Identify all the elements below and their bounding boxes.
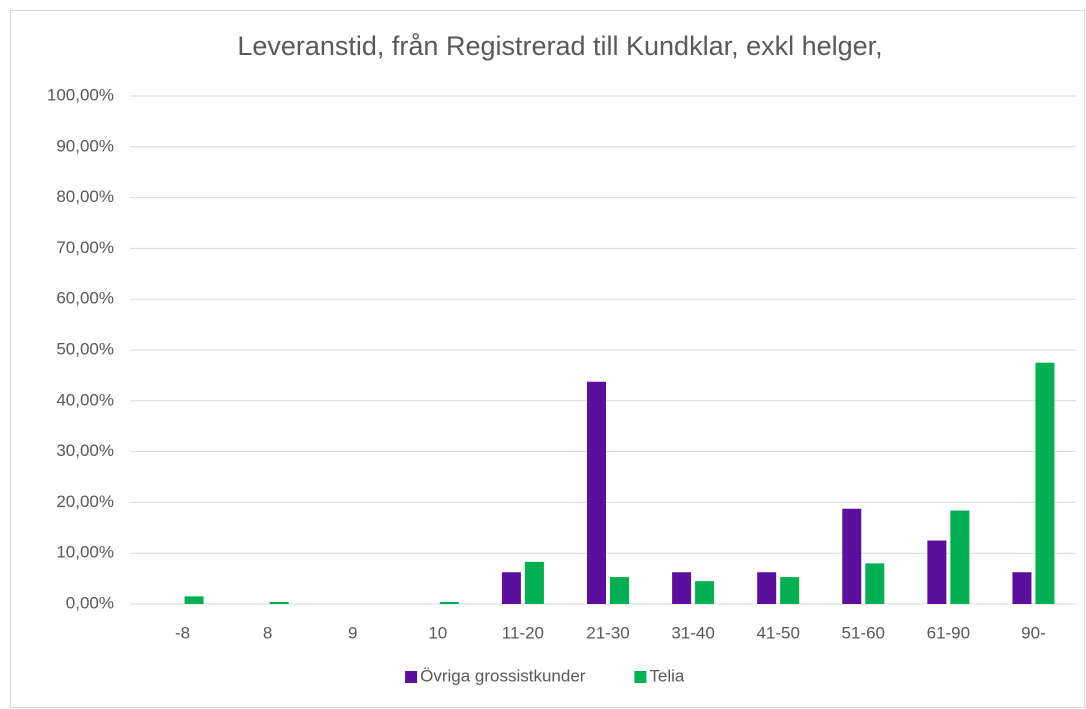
- y-tick-label: 30,00%: [56, 441, 114, 460]
- y-tick-label: 70,00%: [56, 238, 114, 257]
- x-tick-label: 31-40: [671, 623, 714, 642]
- chart-title: Leveranstid, från Registrerad till Kundk…: [237, 31, 882, 61]
- legend-swatch: [634, 671, 647, 683]
- x-tick-label: -8: [175, 623, 190, 642]
- y-tick-label: 90,00%: [56, 136, 114, 155]
- y-tick-label: 50,00%: [56, 339, 114, 358]
- legend-label: Övriga grossistkunder: [420, 666, 586, 685]
- y-tick-label: 20,00%: [56, 492, 114, 511]
- x-tick-label: 9: [348, 623, 357, 642]
- bar: [842, 508, 862, 604]
- bar: [672, 572, 692, 604]
- y-tick-label: 10,00%: [56, 543, 114, 562]
- bar: [269, 601, 289, 604]
- bar: [184, 596, 204, 604]
- x-tick-label: 10: [428, 623, 447, 642]
- legend-label: Telia: [649, 666, 685, 685]
- x-tick-label: 21-30: [586, 623, 629, 642]
- y-tick-label: 100,00%: [47, 85, 114, 104]
- bar: [695, 581, 715, 604]
- y-tick-label: 60,00%: [56, 289, 114, 308]
- x-tick-label: 41-50: [756, 623, 799, 642]
- x-tick-label: 8: [263, 623, 272, 642]
- bar: [950, 510, 970, 604]
- chart-frame: [10, 10, 1085, 708]
- x-tick-label: 61-90: [927, 623, 970, 642]
- bar: [1012, 572, 1032, 604]
- x-tick-label: 51-60: [842, 623, 885, 642]
- bar: [757, 572, 777, 604]
- bar: [1035, 362, 1055, 604]
- bar: [927, 540, 947, 604]
- x-tick-label: 90-: [1021, 623, 1046, 642]
- y-tick-label: 80,00%: [56, 187, 114, 206]
- y-tick-label: 0,00%: [66, 593, 114, 612]
- bar: [780, 577, 800, 604]
- bar: [524, 561, 544, 604]
- bar: [439, 601, 459, 604]
- y-tick-label: 40,00%: [56, 390, 114, 409]
- bar: [587, 381, 606, 604]
- bar: [865, 563, 885, 604]
- x-tick-label: 11-20: [502, 623, 544, 642]
- bar: [610, 577, 629, 604]
- bar: [501, 572, 521, 604]
- legend-swatch: [405, 671, 418, 683]
